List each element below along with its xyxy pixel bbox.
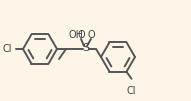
Text: S: S — [83, 43, 90, 53]
Text: O: O — [77, 30, 85, 40]
Text: Cl: Cl — [127, 86, 136, 96]
Text: Cl: Cl — [2, 44, 12, 54]
Text: OH: OH — [69, 30, 84, 40]
Text: O: O — [87, 30, 95, 40]
